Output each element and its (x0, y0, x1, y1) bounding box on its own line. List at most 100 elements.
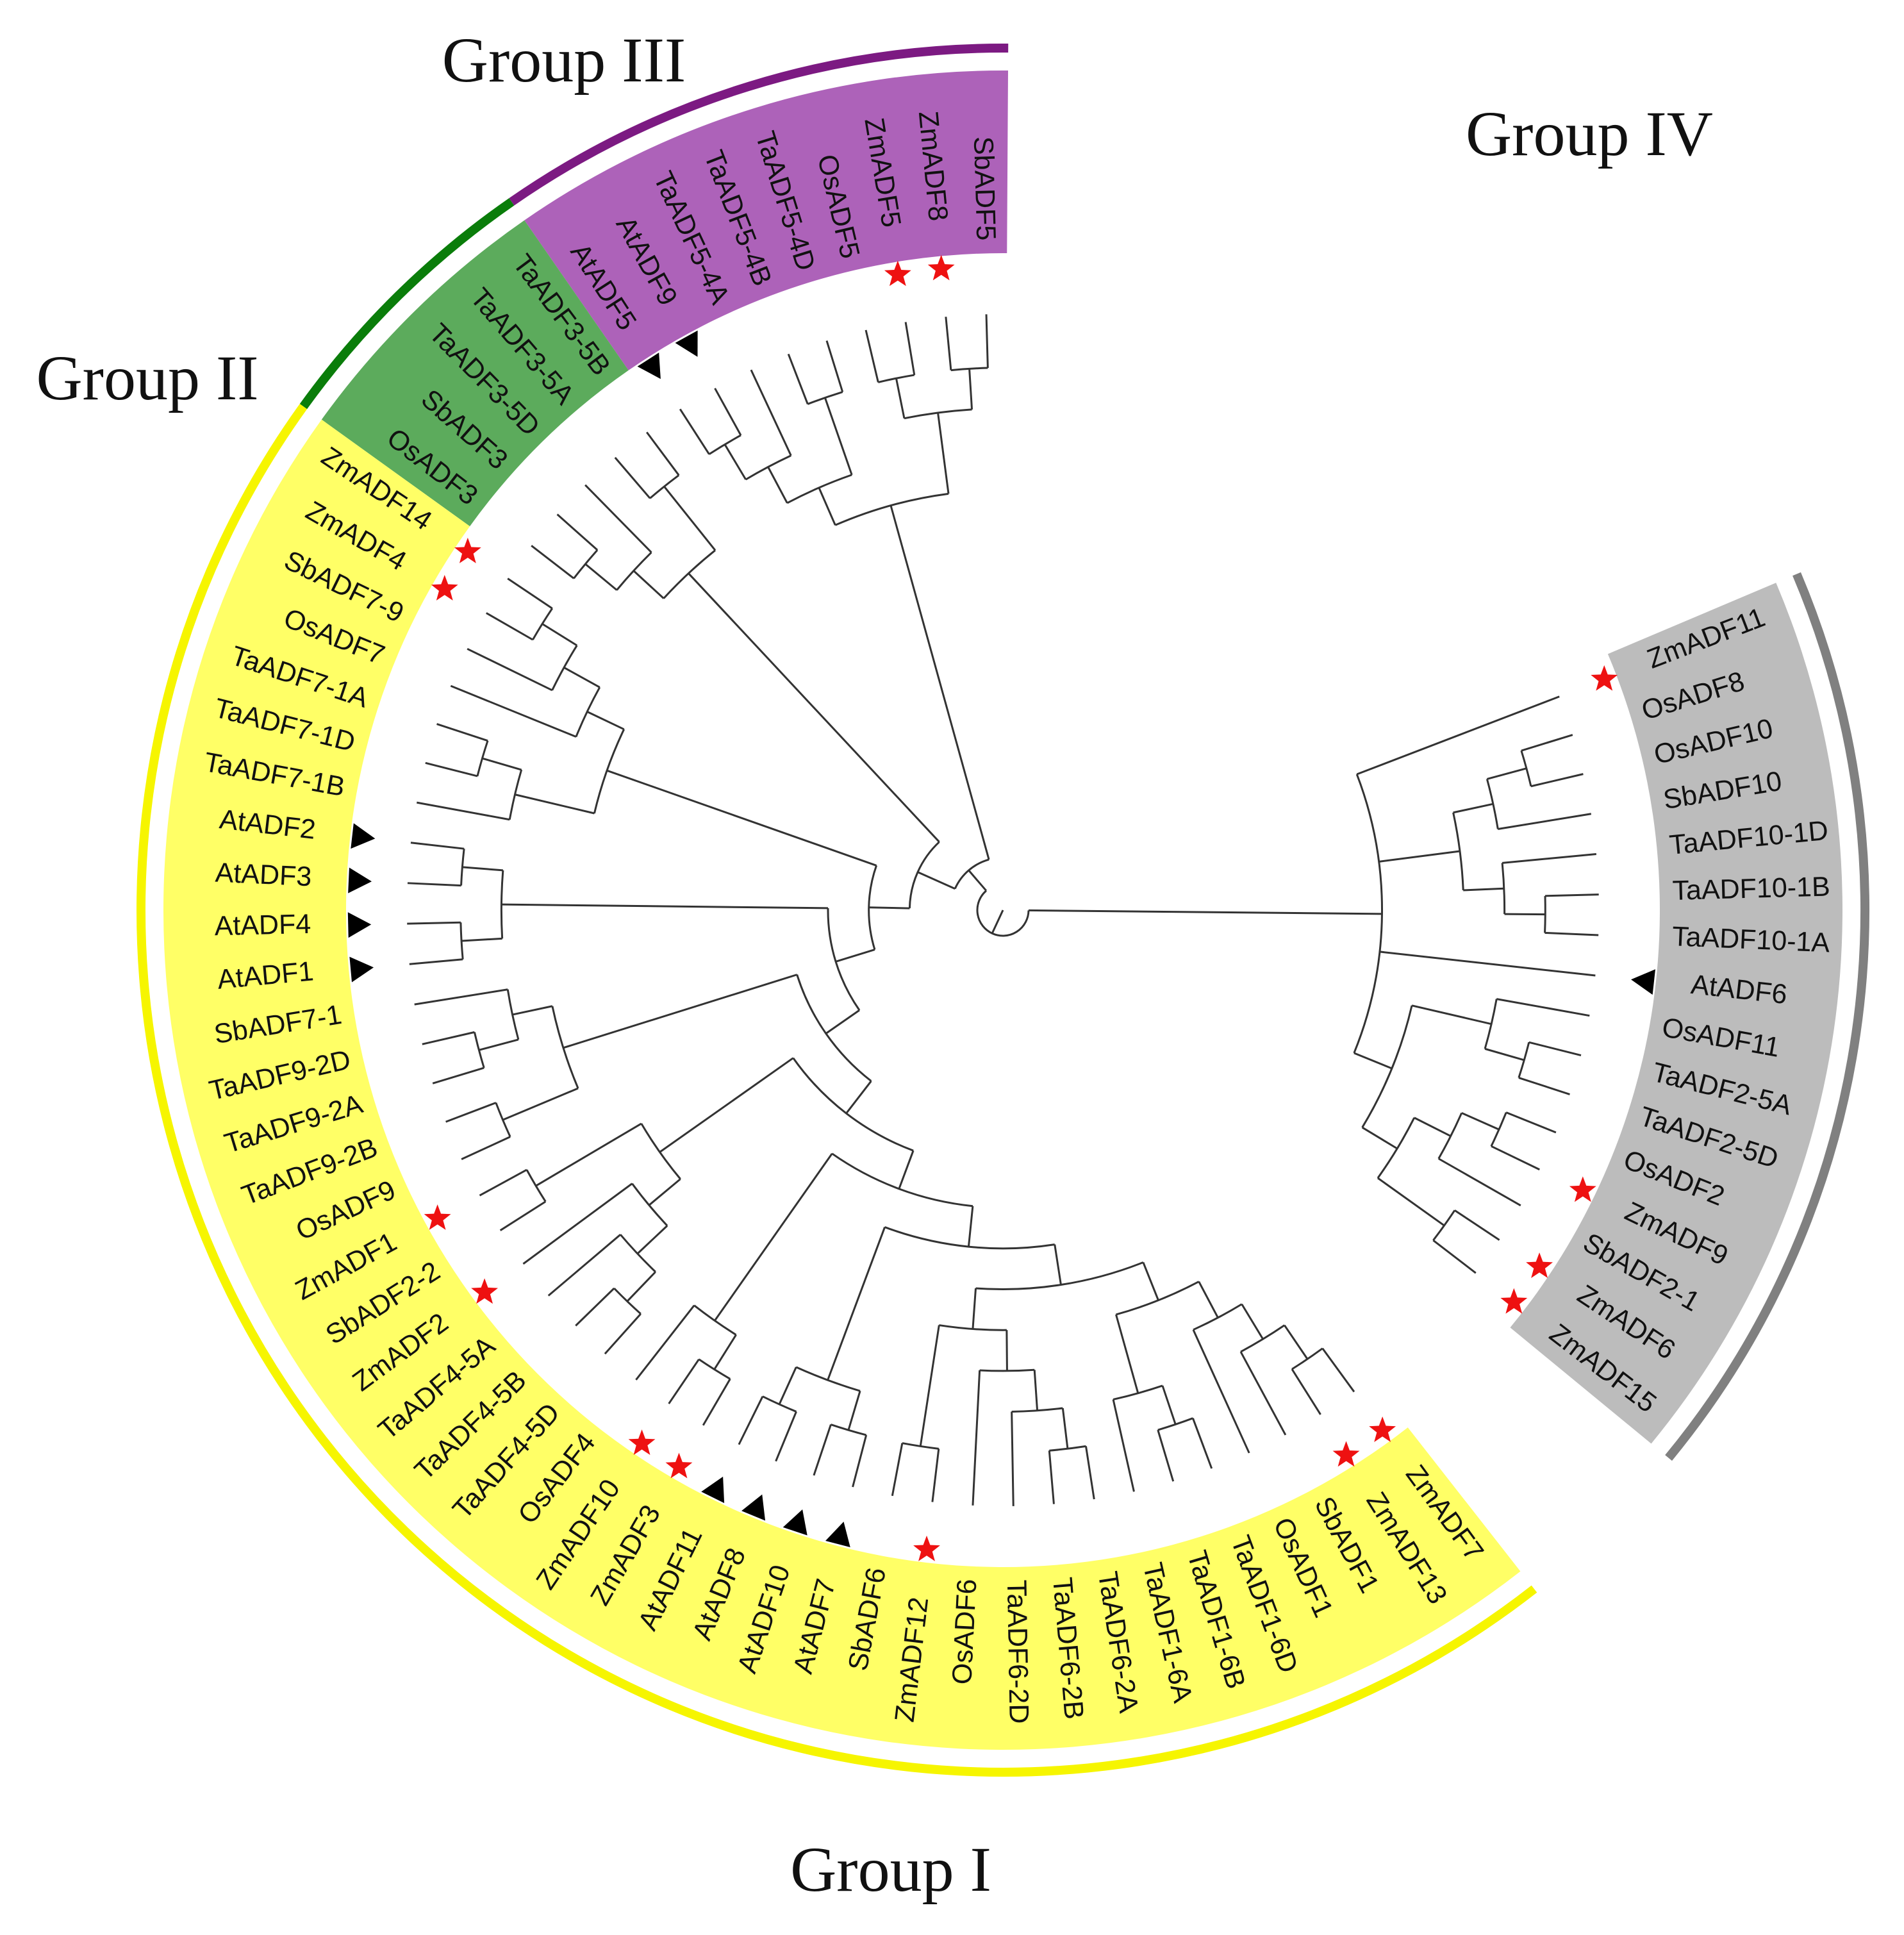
triangle-icon (782, 1509, 807, 1536)
group-titles: Group I Group II Group III Group IV (36, 24, 1713, 1905)
branch-segment (1461, 1112, 1500, 1131)
branch-segment (499, 1200, 547, 1231)
branch-segment (1453, 802, 1494, 814)
branch-segment (663, 486, 716, 551)
branch-arc (1437, 1112, 1463, 1159)
branch-arc (640, 1123, 681, 1180)
branch-segment (813, 1424, 832, 1476)
branch-segment (898, 1150, 915, 1190)
branch-arc (575, 686, 601, 738)
branch-arc (526, 1169, 547, 1202)
star-icon (424, 1204, 451, 1230)
leaf-label: AtADF4 (214, 909, 311, 942)
branch-segment (847, 1390, 861, 1431)
branch-segment (410, 842, 465, 850)
branch-segment (750, 369, 792, 456)
branch-arc (796, 974, 872, 1082)
branch-arc (908, 841, 940, 909)
branch-segment (967, 1206, 974, 1247)
branch-segment (462, 866, 503, 872)
branch-arc (884, 1226, 1055, 1250)
star-icon (1369, 1416, 1396, 1442)
branch-arc (786, 474, 852, 504)
branch-segment (945, 317, 952, 370)
branch-segment (937, 412, 950, 494)
branch-segment (407, 882, 461, 887)
branch-arc (762, 1395, 797, 1413)
branch-segment (1084, 1446, 1095, 1500)
branch-segment (1284, 1324, 1309, 1360)
branch-arc (868, 865, 878, 951)
branch-arc (649, 474, 680, 499)
branch-segment (1356, 695, 1560, 776)
branch-arc (593, 729, 625, 814)
branch-segment (1504, 913, 1546, 916)
branch-arc (745, 454, 791, 481)
branch-segment (1498, 813, 1592, 831)
branch-segment (1378, 850, 1461, 863)
branch-arc (506, 989, 520, 1040)
star-icon (927, 254, 955, 281)
group-outer-rings (137, 44, 1869, 1777)
branch-arc (1518, 1042, 1530, 1078)
star-icon (454, 537, 481, 563)
branch-segment (1379, 951, 1596, 977)
branch-segment (895, 378, 906, 419)
branch-segment (556, 513, 599, 551)
branch-arc (979, 1368, 1035, 1372)
star-icon (1526, 1252, 1553, 1278)
branch-segment (1191, 1418, 1213, 1469)
branch-segment (1505, 1111, 1557, 1134)
branch-arc (1432, 1209, 1456, 1242)
group-title-iv: Group IV (1466, 98, 1713, 169)
leaf-label: AtADF3 (215, 858, 313, 893)
branch-segment (668, 1358, 700, 1404)
branch-segment (724, 444, 747, 480)
branch-segment (1011, 1411, 1014, 1506)
branch-segment (845, 1080, 872, 1115)
branch-segment (563, 667, 600, 688)
star-icon (1569, 1176, 1596, 1202)
star-icon (1591, 665, 1618, 691)
branch-segment (432, 1067, 484, 1084)
branch-segment (1054, 1244, 1062, 1285)
branch-arc (827, 908, 861, 1011)
branch-segment (865, 329, 879, 383)
group-sector-ii (321, 220, 629, 527)
branch-segment (633, 570, 665, 599)
tree-root (991, 909, 1004, 934)
triangle-icon (351, 823, 376, 849)
branch-arc (795, 1366, 861, 1392)
star-icon (1500, 1288, 1528, 1314)
star-icon (884, 260, 911, 287)
branch-segment (1521, 734, 1573, 752)
tree-branches (407, 314, 1599, 1506)
branch-segment (835, 949, 875, 963)
branch-segment (778, 1366, 797, 1405)
branch-segment (1502, 852, 1597, 864)
branch-segment (1142, 1261, 1159, 1301)
branch-segment (1454, 1209, 1500, 1241)
leaf-label: TaADF6-2D (1001, 1579, 1034, 1723)
branch-segment (1411, 1004, 1492, 1026)
branch-segment (563, 974, 798, 1049)
group-title-iii: Group III (442, 24, 686, 96)
branch-arc (939, 1324, 1007, 1331)
group-title-i: Group I (790, 1834, 991, 1905)
branch-arc (573, 549, 599, 579)
branch-segment (1241, 1303, 1264, 1340)
branch-arc (619, 1234, 656, 1273)
branch-segment (787, 353, 809, 404)
branch-segment (1463, 887, 1504, 892)
branch-arc (1353, 774, 1383, 1054)
branch-arc (830, 1424, 867, 1436)
branch-segment (1033, 1370, 1039, 1411)
triangle-icon (347, 912, 372, 938)
branch-segment (586, 711, 625, 731)
branch-segment (714, 388, 742, 436)
branch-arc (460, 849, 465, 886)
branch-arc (975, 1261, 1144, 1290)
branch-segment (1028, 909, 1382, 915)
branch-segment (584, 563, 618, 591)
